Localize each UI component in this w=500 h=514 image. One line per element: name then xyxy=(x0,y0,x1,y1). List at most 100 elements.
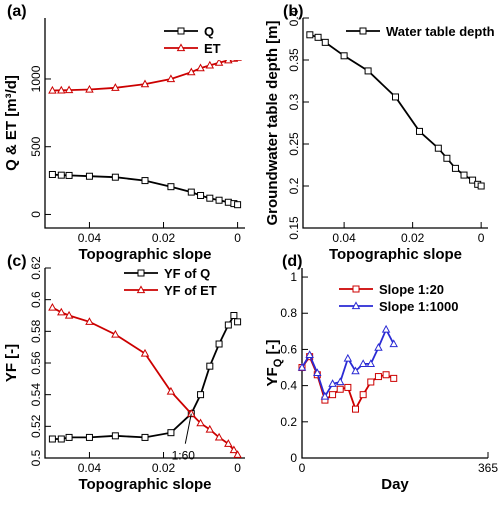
data-point xyxy=(469,176,477,184)
data-point xyxy=(392,93,399,101)
series-yf-of-et xyxy=(48,302,242,458)
data-point xyxy=(358,359,368,368)
x-tick-label: 0.02 xyxy=(152,231,176,245)
data-point xyxy=(340,52,348,60)
data-point xyxy=(166,74,176,83)
data-point xyxy=(389,339,398,348)
x-tick-label: 0.04 xyxy=(78,231,102,245)
data-point xyxy=(321,38,329,46)
panel-label: (c) xyxy=(7,253,27,270)
data-point xyxy=(48,435,56,443)
series-line xyxy=(52,313,239,440)
y-tick-label: 0 xyxy=(29,211,43,218)
data-point xyxy=(224,321,232,329)
x-axis-label: Day xyxy=(381,476,409,493)
data-point xyxy=(336,385,344,393)
data-point xyxy=(187,409,196,417)
series-q xyxy=(48,170,242,209)
data-point xyxy=(297,362,307,371)
legend-marker xyxy=(136,285,146,294)
data-point xyxy=(141,433,149,441)
legend-entry: Slope 1:20 xyxy=(379,282,444,297)
data-point xyxy=(48,85,57,94)
panel-label: (b) xyxy=(283,3,303,20)
x-tick-label: 0.02 xyxy=(401,231,425,245)
legend-box xyxy=(340,20,490,42)
data-point xyxy=(214,432,224,441)
y-tick-label: 0.2 xyxy=(280,415,297,429)
y-tick-label: 0.56 xyxy=(29,351,43,375)
data-point xyxy=(351,366,360,375)
data-point xyxy=(141,177,149,185)
data-point xyxy=(352,405,360,413)
data-point xyxy=(224,439,233,447)
x-axis-label: Topographic slope xyxy=(329,246,462,263)
data-point xyxy=(374,342,383,351)
data-point xyxy=(367,378,375,386)
legend: Water table depth xyxy=(340,20,495,42)
legend-box xyxy=(158,20,250,60)
y-tick-label: 0.8 xyxy=(280,306,297,320)
x-tick-label: 0 xyxy=(234,231,241,245)
panel-b: 0.15 0.2 0.25 0.3 0.35 0.4 0.04 0.02 0 Topographi… xyxy=(264,3,495,263)
legend-box xyxy=(333,278,483,318)
x-tick-label: 0.02 xyxy=(152,461,176,475)
legend-marker xyxy=(137,269,145,277)
data-point xyxy=(366,359,376,368)
y-tick-label: 0.4 xyxy=(287,9,301,26)
x-tick-label: 0 xyxy=(299,461,306,475)
y-tick-label: 1 xyxy=(290,270,297,284)
data-point xyxy=(205,60,215,69)
x-tick-label: 0 xyxy=(478,231,485,245)
annotation-label: 1:60 xyxy=(172,449,196,463)
data-point xyxy=(374,373,382,381)
y-tick-label: 0.25 xyxy=(287,132,301,156)
data-point xyxy=(196,418,205,427)
data-point xyxy=(306,31,314,39)
data-point xyxy=(85,317,94,325)
data-point xyxy=(381,324,391,333)
data-point xyxy=(233,450,242,458)
legend-entry: ET xyxy=(204,41,221,56)
series-water-table-depth xyxy=(306,31,485,190)
legend: Q ET xyxy=(158,20,250,60)
x-axis-label: Topographic slope xyxy=(78,246,211,263)
data-point xyxy=(57,85,66,94)
data-point xyxy=(234,201,242,209)
data-point xyxy=(328,379,337,387)
legend-entry: YF of Q xyxy=(164,266,210,281)
data-point xyxy=(305,350,314,358)
y-tick-label: 0.54 xyxy=(29,383,43,407)
data-point xyxy=(364,67,372,75)
data-point xyxy=(167,429,175,437)
legend-marker xyxy=(359,27,367,35)
y-tick-label: 1000 xyxy=(29,65,43,92)
data-point xyxy=(140,348,150,357)
annotation-arrow xyxy=(184,413,192,444)
data-point xyxy=(57,171,65,179)
data-point xyxy=(206,194,214,202)
axes-frame xyxy=(44,18,245,229)
y-tick-label: 0.4 xyxy=(280,379,297,393)
data-point xyxy=(57,435,65,443)
y-tick-label: 0.58 xyxy=(29,319,43,343)
series-slope-1-1000 xyxy=(297,324,398,400)
data-point xyxy=(229,445,239,454)
y-tick-label: 0.62 xyxy=(29,256,43,280)
data-point xyxy=(390,374,398,382)
data-point xyxy=(206,362,214,370)
y-tick-label: 0.6 xyxy=(280,342,297,356)
data-point xyxy=(382,371,390,379)
panel-d: 0 0.2 0.4 0.6 0.8 1 0 365 Day YFQ [-] (d) Slope 1:2… xyxy=(264,253,498,493)
y-tick-label: 0.3 xyxy=(287,93,301,110)
data-point xyxy=(443,154,451,162)
data-point xyxy=(140,79,150,88)
data-point xyxy=(215,340,223,348)
data-point xyxy=(64,310,74,319)
data-point xyxy=(64,85,74,94)
series-line xyxy=(51,306,239,456)
x-tick-label: 0 xyxy=(234,461,241,475)
legend-marker xyxy=(176,43,186,52)
data-point xyxy=(111,432,119,440)
data-point xyxy=(415,127,423,135)
